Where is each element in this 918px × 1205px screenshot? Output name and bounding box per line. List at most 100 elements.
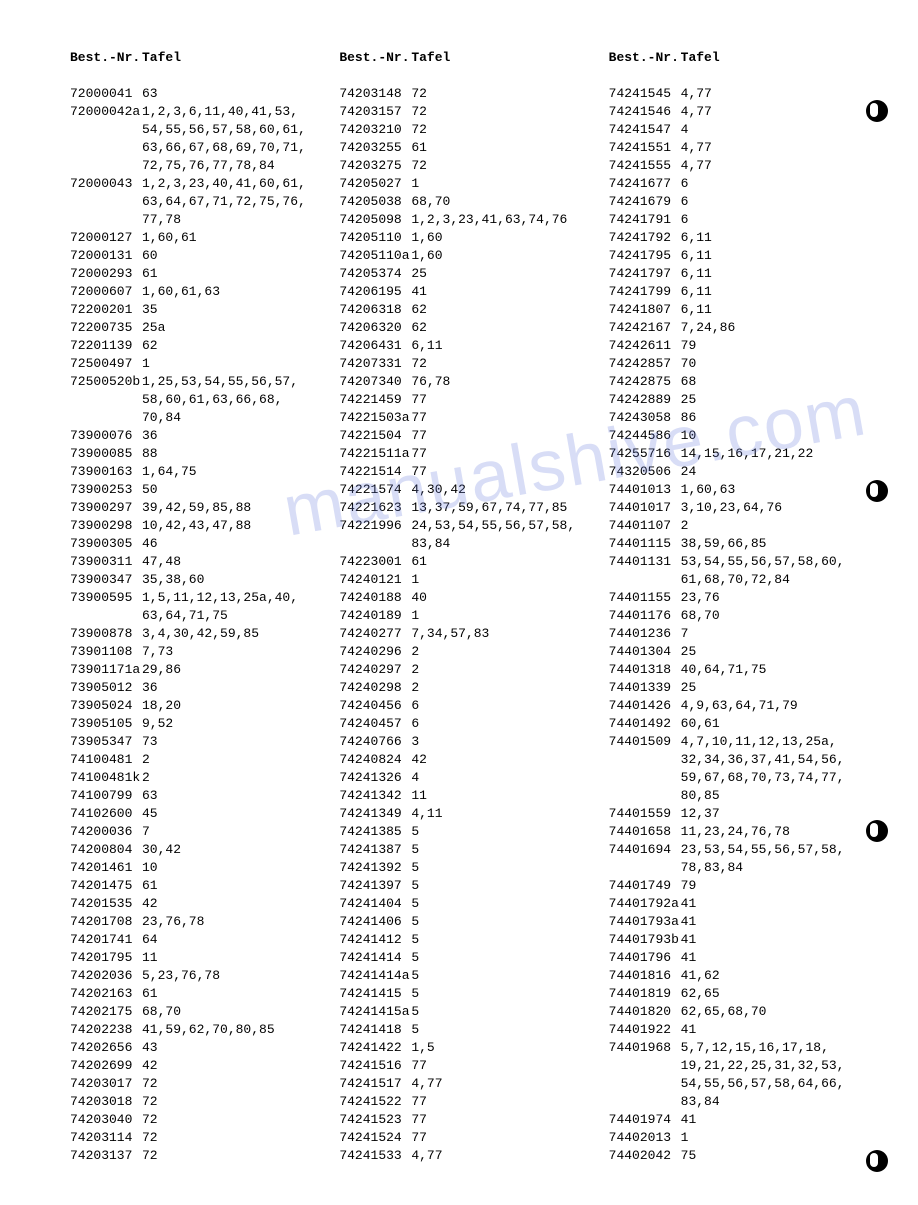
- bestnr-cell: 74242611: [609, 337, 681, 355]
- tafel-cell: 1,5: [411, 1039, 588, 1057]
- tafel-cell: 79: [681, 877, 858, 895]
- bestnr-cell: 74203018: [70, 1093, 142, 1111]
- tafel-cell: 53,54,55,56,57,58,60,: [681, 553, 858, 571]
- table-row: 7420631862: [339, 301, 588, 319]
- tafel-cell: 42: [411, 751, 588, 769]
- tafel-cell: 2: [681, 517, 858, 535]
- tafel-cell: 1,60: [411, 247, 588, 265]
- table-row: 7424305886: [609, 409, 858, 427]
- tafel-cell: 63: [142, 85, 319, 103]
- bestnr-cell: 72000043: [70, 175, 142, 193]
- bestnr-cell: 72000042a: [70, 103, 142, 121]
- table-row: 744011072: [609, 517, 858, 535]
- bestnr-cell: 74401922: [609, 1021, 681, 1039]
- bestnr-cell: 73900297: [70, 499, 142, 517]
- header-tafel: Tafel: [411, 50, 588, 65]
- table-row: 70,84: [70, 409, 319, 427]
- tafel-cell: 72: [142, 1075, 319, 1093]
- tafel-cell: 6,11: [411, 337, 588, 355]
- tafel-cell: 10,42,43,47,88: [142, 517, 319, 535]
- bestnr-cell: 74100481: [70, 751, 142, 769]
- bestnr-cell: 74206320: [339, 319, 411, 337]
- bestnr-cell: 74241523: [339, 1111, 411, 1129]
- bestnr-cell: 74240277: [339, 625, 411, 643]
- bestnr-cell: 74100799: [70, 787, 142, 805]
- tafel-cell: 1: [411, 571, 588, 589]
- tafel-cell: 7,34,57,83: [411, 625, 588, 643]
- tafel-cell: 4: [411, 769, 588, 787]
- tafel-cell: 77: [411, 427, 588, 445]
- bestnr-cell: 72000607: [70, 283, 142, 301]
- table-row: 7440115523,76: [609, 589, 858, 607]
- bestnr-cell: 74255716: [609, 445, 681, 463]
- bestnr-cell: 74401796: [609, 949, 681, 967]
- table-row: 742402962: [339, 643, 588, 661]
- data-rows: 7420314872742031577274203210727420325561…: [339, 85, 588, 1165]
- bestnr-cell: 74401820: [609, 1003, 681, 1021]
- tafel-cell: 5: [411, 967, 588, 985]
- table-row: 63,64,67,71,72,75,76,: [70, 193, 319, 211]
- bestnr-cell: 74241677: [609, 175, 681, 193]
- column-2: Best.-Nr. Tafel 742031487274203157727420…: [339, 50, 588, 1165]
- table-row: 63,64,71,75: [70, 607, 319, 625]
- table-row: 7432050624: [609, 463, 858, 481]
- bestnr-cell: 74240457: [339, 715, 411, 733]
- tafel-cell: 62: [142, 337, 319, 355]
- tafel-cell: 80,85: [681, 787, 858, 805]
- tafel-cell: 5: [411, 859, 588, 877]
- table-row: 7420327572: [339, 157, 588, 175]
- tafel-cell: 1,60,61,63: [142, 283, 319, 301]
- tafel-cell: 5: [411, 841, 588, 859]
- table-row: 61,68,70,72,84: [609, 571, 858, 589]
- tafel-cell: 38,59,66,85: [681, 535, 858, 553]
- table-row: 7424134211: [339, 787, 588, 805]
- bestnr-cell: 74202036: [70, 967, 142, 985]
- tafel-cell: 1,25,53,54,55,56,57,: [142, 373, 319, 391]
- table-row: 744019685,7,12,15,16,17,18,: [609, 1039, 858, 1057]
- bestnr-cell: 74401115: [609, 535, 681, 553]
- table-row: 7420153542: [70, 895, 319, 913]
- header-bestnr: Best.-Nr.: [70, 50, 142, 65]
- tafel-cell: 3: [411, 733, 588, 751]
- table-row: 744010173,10,23,64,76: [609, 499, 858, 517]
- table-row: 7424261179: [609, 337, 858, 355]
- table-row: 74241415a5: [339, 1003, 588, 1021]
- bestnr-cell: 74206431: [339, 337, 411, 355]
- tafel-cell: 77: [411, 391, 588, 409]
- bestnr-cell: 74401968: [609, 1039, 681, 1057]
- punch-hole-icon: [866, 1150, 888, 1172]
- bestnr-cell: 74241679: [609, 193, 681, 211]
- table-row: 742414125: [339, 931, 588, 949]
- column-header: Best.-Nr. Tafel: [609, 50, 858, 65]
- table-row: 742064316,11: [339, 337, 588, 355]
- table-row: 741004812: [70, 751, 319, 769]
- tafel-cell: 62,65: [681, 985, 858, 1003]
- bestnr-cell: 74241385: [339, 823, 411, 841]
- data-rows: 720000416372000042a1,2,3,6,11,40,41,53,5…: [70, 85, 319, 1165]
- tafel-cell: 59,67,68,70,73,74,77,: [681, 769, 858, 787]
- table-row: 7420503868,70: [339, 193, 588, 211]
- table-row: 7220113962: [70, 337, 319, 355]
- bestnr-cell: 74241546: [609, 103, 681, 121]
- table-row: 744020131: [609, 1129, 858, 1147]
- tafel-cell: 61: [142, 265, 319, 283]
- bestnr-cell: 74221623: [339, 499, 411, 517]
- tafel-cell: 41: [681, 895, 858, 913]
- tafel-cell: 60,61: [681, 715, 858, 733]
- table-row: 742417976,11: [609, 265, 858, 283]
- bestnr-cell: 73905105: [70, 715, 142, 733]
- tafel-cell: 3,4,30,42,59,85: [142, 625, 319, 643]
- tafel-cell: 13,37,59,67,74,77,85: [411, 499, 588, 517]
- tafel-cell: 5: [411, 949, 588, 967]
- table-row: 7424151677: [339, 1057, 588, 1075]
- bestnr-cell: 74241414a: [339, 967, 411, 985]
- bestnr-cell: 74244586: [609, 427, 681, 445]
- bestnr-cell: 74401131: [609, 553, 681, 571]
- table-row: 7420314872: [339, 85, 588, 103]
- bestnr-cell: 74241799: [609, 283, 681, 301]
- tafel-cell: 36: [142, 427, 319, 445]
- bestnr-cell: 74201741: [70, 931, 142, 949]
- tafel-cell: 42: [142, 895, 319, 913]
- table-row: 742402972: [339, 661, 588, 679]
- tafel-cell: 63,64,71,75: [142, 607, 319, 625]
